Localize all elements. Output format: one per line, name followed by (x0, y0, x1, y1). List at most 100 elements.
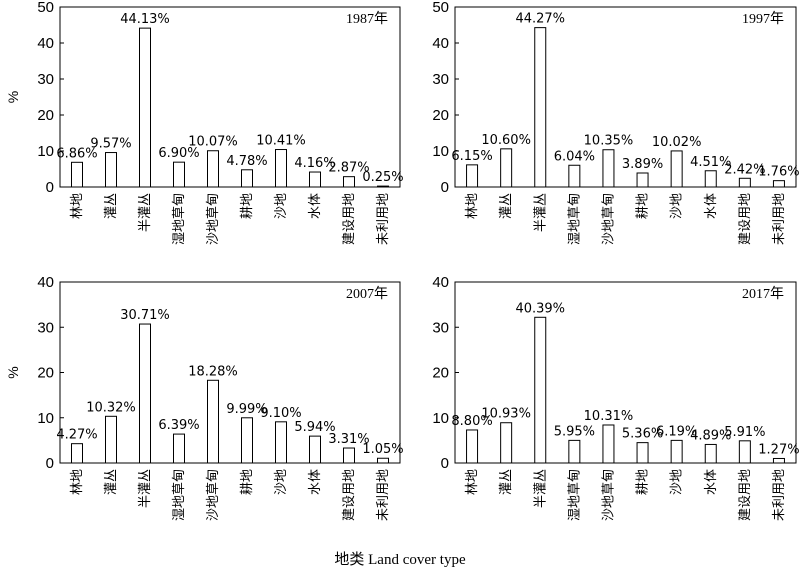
bar (139, 27, 151, 188)
data-label: 5.94% (294, 420, 335, 435)
category-label: 未利用地 (376, 469, 391, 521)
bar (602, 149, 615, 188)
data-label: 18.28% (188, 364, 238, 379)
category-label: 灌丛 (499, 193, 514, 219)
bar (602, 424, 615, 464)
data-label: 10.32% (86, 400, 136, 415)
bar (670, 150, 683, 188)
category-label: 建设用地 (738, 469, 753, 521)
y-tick-label: 40 (432, 35, 449, 52)
bar (71, 161, 83, 188)
category-label: 耕地 (635, 193, 651, 219)
bar (738, 177, 751, 188)
data-label: 4.27% (56, 428, 97, 443)
year-label: 1997年 (742, 11, 784, 27)
y-tick-label: 30 (432, 319, 449, 336)
data-label: 4.89% (690, 428, 731, 443)
chart-panel-1: 0 10 20 30 40 50% 1987年 6.86% 林地 9.57% 灌丛 44.13% 半灌丛… (5, 0, 404, 245)
data-label: 5.91% (724, 425, 765, 440)
y-tick-label: 20 (432, 365, 449, 382)
category-label: 湿地草甸 (567, 193, 582, 245)
category-label: 灌丛 (499, 469, 514, 495)
y-tick-label: 20 (37, 107, 54, 124)
category-label: 沙地草甸 (206, 193, 221, 245)
y-tick-label: 10 (37, 410, 54, 427)
data-label: 6.90% (158, 146, 199, 161)
chart-panels: 0 10 20 30 40 50% 1987年 6.86% 林地 9.57% 灌丛 44.13% 半灌丛… (5, 0, 800, 521)
data-label: 2.42% (724, 162, 765, 177)
category-label: 半灌丛 (138, 469, 153, 508)
y-tick-label: 0 (46, 455, 54, 472)
data-label: 6.15% (451, 149, 492, 164)
bar (139, 323, 151, 464)
data-label: 4.16% (294, 156, 335, 171)
bar (534, 316, 547, 464)
bar (241, 417, 253, 464)
bar (500, 148, 513, 188)
y-tick-label: 40 (37, 35, 54, 52)
data-label: 1.76% (758, 165, 799, 180)
bar (636, 172, 649, 188)
bar (343, 447, 355, 464)
data-label: 10.93% (481, 407, 531, 422)
data-label: 0.25% (362, 170, 403, 185)
category-label: 林地 (70, 469, 85, 495)
data-label: 5.36% (622, 427, 663, 442)
bar (500, 422, 513, 464)
bar (377, 185, 389, 188)
category-label: 沙地 (274, 193, 289, 219)
data-label: 40.39% (515, 301, 565, 316)
bar (309, 171, 321, 188)
category-label: 耕地 (239, 469, 255, 495)
y-tick-label: 20 (432, 107, 449, 124)
category-label: 湿地草甸 (172, 193, 187, 245)
data-label: 44.27% (515, 12, 565, 27)
bar (772, 180, 785, 188)
data-label: 30.71% (120, 308, 170, 323)
data-label: 10.41% (256, 134, 306, 149)
bar (377, 457, 389, 464)
data-label: 6.86% (56, 146, 97, 161)
bar (568, 164, 581, 188)
data-label: 10.31% (584, 409, 634, 424)
y-tick-label: 40 (37, 274, 54, 291)
y-tick-label: 10 (432, 143, 449, 160)
data-label: 6.19% (656, 424, 697, 439)
y-tick-label: 10 (37, 143, 54, 160)
data-label: 44.13% (120, 12, 170, 27)
category-label: 耕地 (239, 193, 255, 219)
bar (71, 443, 83, 464)
y-tick-label: 0 (46, 179, 54, 196)
category-label: 林地 (465, 469, 480, 495)
category-label: 水体 (308, 193, 323, 219)
category-label: 湿地草甸 (567, 469, 582, 521)
y-tick-label: 40 (432, 274, 449, 291)
y-axis-label: % (5, 91, 21, 103)
data-label: 6.39% (158, 418, 199, 433)
bar (738, 440, 751, 464)
category-label: 水体 (308, 469, 323, 495)
bar (534, 27, 547, 188)
year-label: 1987年 (346, 11, 388, 27)
data-label: 6.04% (554, 149, 595, 164)
year-label: 2007年 (346, 286, 388, 302)
category-label: 未利用地 (376, 193, 391, 245)
category-label: 半灌丛 (138, 193, 153, 232)
plot-frame (59, 6, 401, 188)
bar (207, 379, 219, 464)
category-label: 半灌丛 (533, 193, 548, 232)
year-label: 2017年 (742, 286, 784, 302)
bar (173, 161, 185, 188)
y-tick-label: 0 (441, 455, 449, 472)
y-axis-label: % (5, 366, 21, 378)
data-label: 1.05% (362, 442, 403, 457)
category-label: 半灌丛 (533, 469, 548, 508)
category-label: 沙地草甸 (601, 193, 616, 245)
y-tick-label: 0 (441, 179, 449, 196)
category-label: 沙地 (670, 193, 685, 219)
bar (670, 439, 683, 464)
category-label: 沙地草甸 (601, 469, 616, 521)
y-tick-label: 30 (37, 319, 54, 336)
y-tick-label: 30 (432, 71, 449, 88)
